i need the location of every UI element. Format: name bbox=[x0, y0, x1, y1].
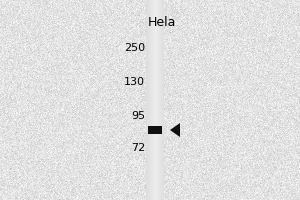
Polygon shape bbox=[170, 123, 180, 137]
Text: 95: 95 bbox=[131, 111, 145, 121]
Text: 250: 250 bbox=[124, 43, 145, 53]
Text: 130: 130 bbox=[124, 77, 145, 87]
Text: Hela: Hela bbox=[148, 16, 176, 29]
Bar bbox=[148, 126, 162, 134]
Text: 72: 72 bbox=[131, 143, 145, 153]
